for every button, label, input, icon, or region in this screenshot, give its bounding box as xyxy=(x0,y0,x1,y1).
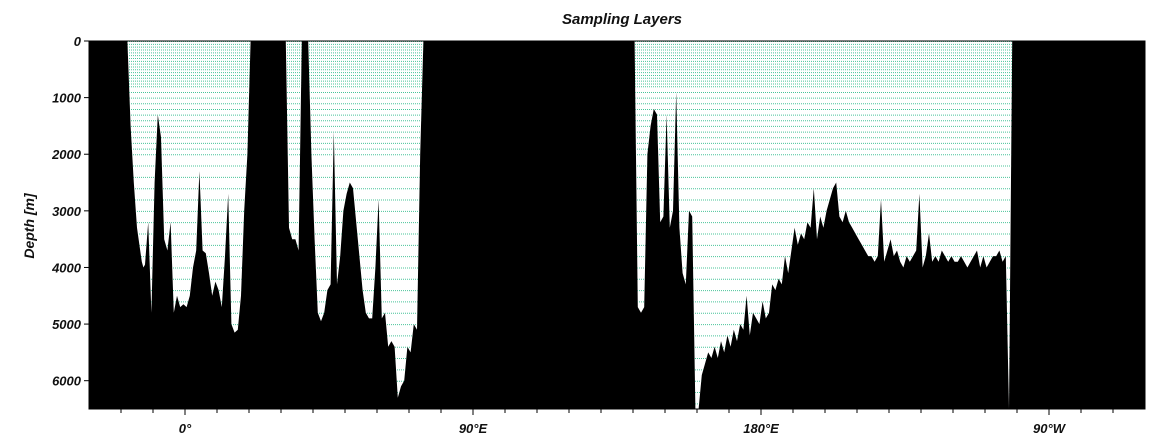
y-tick-label: 4000 xyxy=(51,260,82,275)
y-tick-label: 6000 xyxy=(52,374,82,389)
x-axis: 0° 90°E 180°E 90°W xyxy=(120,409,1114,436)
y-tick-label: 2000 xyxy=(51,147,82,162)
y-tick-label: 3000 xyxy=(52,204,82,219)
chart-title: Sampling Layers xyxy=(562,11,682,28)
ocean-area xyxy=(89,41,1086,409)
y-axis: 0 1000 2000 3000 4000 5000 6000 xyxy=(51,34,89,389)
y-tick-label: 0 xyxy=(74,34,82,49)
x-tick-label: 90°W xyxy=(1033,421,1067,436)
plot-frame xyxy=(88,40,1146,410)
plot-area xyxy=(88,40,1146,410)
x-tick-label: 0° xyxy=(179,421,192,436)
x-tick-label: 90°E xyxy=(459,421,488,436)
y-axis-label: Depth [m] xyxy=(21,192,37,259)
y-tick-label: 5000 xyxy=(52,317,82,332)
y-tick-label: 1000 xyxy=(52,91,82,106)
x-tick-label: 180°E xyxy=(743,421,779,436)
